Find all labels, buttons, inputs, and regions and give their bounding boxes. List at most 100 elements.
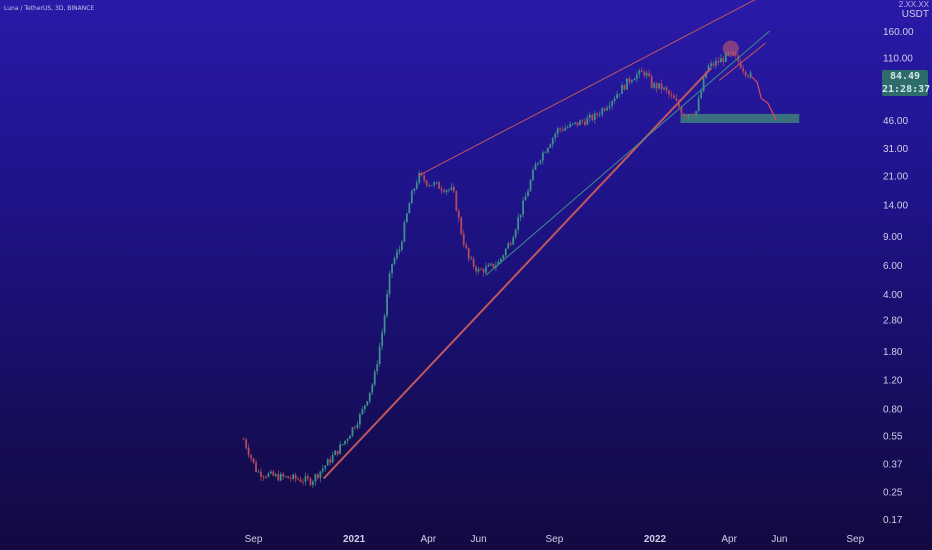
- candle-body: [685, 116, 688, 117]
- candle-body: [314, 474, 317, 482]
- y-tick-label: 2.80: [883, 315, 903, 326]
- candle-body: [579, 120, 581, 126]
- candle-body: [613, 98, 616, 102]
- candle-body: [650, 76, 653, 88]
- candle-body: [739, 61, 742, 69]
- candle-body: [408, 203, 411, 214]
- candle-body: [373, 371, 376, 385]
- candle-body: [356, 424, 359, 428]
- candle-body: [487, 264, 490, 267]
- candle-body: [430, 185, 433, 187]
- candle-body: [299, 479, 302, 482]
- candle-body: [611, 101, 614, 106]
- candle-body: [546, 147, 549, 153]
- candle-body: [482, 269, 485, 273]
- candle-body: [334, 450, 337, 456]
- candle-body: [245, 439, 248, 448]
- candle-body: [363, 405, 366, 410]
- candle-body: [393, 258, 396, 264]
- candle-body: [537, 162, 539, 165]
- candle-body: [734, 54, 737, 56]
- candle-body: [297, 478, 299, 480]
- candle-body: [490, 263, 492, 265]
- candle-body: [388, 273, 391, 294]
- x-axis[interactable]: Sep 2021 Apr Jun Sep 2022 Apr Jun Sep: [245, 534, 865, 545]
- y-tick-label: 46.00: [883, 116, 908, 127]
- candle-body: [480, 269, 482, 270]
- candle-body: [499, 258, 502, 262]
- candle-body: [250, 455, 252, 459]
- candle-body: [519, 214, 522, 218]
- candle-body: [492, 263, 495, 268]
- candle-body: [529, 180, 532, 191]
- candle-body: [648, 73, 651, 77]
- candle-body: [697, 98, 700, 112]
- candle-body: [462, 233, 465, 245]
- candle-body: [425, 180, 428, 186]
- candle-body: [448, 189, 450, 191]
- candle-body: [626, 78, 628, 90]
- y-tick-label: 1.80: [883, 347, 903, 358]
- candle-body: [616, 94, 618, 99]
- candle-body: [289, 478, 292, 480]
- x-tick-label: Sep: [546, 534, 564, 545]
- candle-body: [324, 465, 327, 469]
- candle-body: [695, 111, 698, 116]
- candle-body: [292, 474, 295, 479]
- candle-body: [477, 269, 480, 272]
- candle-body: [398, 249, 401, 252]
- candle-body: [628, 78, 631, 83]
- y-tick-label: 31.00: [883, 144, 908, 155]
- candle-body: [485, 266, 487, 273]
- x-tick-label: Jun: [471, 534, 487, 545]
- candle-body: [472, 258, 475, 267]
- candle-body: [304, 476, 307, 482]
- candle-body: [715, 60, 717, 66]
- candle-body: [504, 248, 507, 256]
- candle-body: [539, 160, 542, 163]
- candle-body: [601, 108, 604, 115]
- candle-body: [588, 114, 591, 118]
- candle-body: [621, 84, 623, 95]
- candle-body: [368, 392, 371, 402]
- candle-body: [596, 113, 599, 116]
- y-tick-label: 0.17: [883, 515, 903, 526]
- candle-body: [576, 122, 579, 126]
- candle-body: [376, 364, 379, 372]
- y-tick-label: 160.00: [883, 27, 914, 38]
- x-tick-label: Jun: [771, 534, 787, 545]
- candle-body: [452, 187, 455, 192]
- price-unit: 2.XX.XX USDT: [893, 0, 929, 20]
- candle-body: [717, 60, 720, 63]
- candle-body: [274, 474, 277, 476]
- candle-body: [566, 127, 569, 129]
- candle-body: [591, 114, 594, 121]
- candle-body: [673, 95, 675, 99]
- candle-body: [522, 200, 524, 215]
- upper-trendline: [418, 0, 756, 177]
- candle-body: [569, 123, 571, 128]
- y-axis[interactable]: 0.17 0.25 0.37 0.55 0.80 1.20 1.80 2.80 4.00 6.00…: [883, 27, 914, 526]
- candle-body: [687, 114, 690, 117]
- candle-body: [438, 182, 440, 189]
- candle-body: [470, 258, 473, 260]
- support-trendline: [485, 30, 770, 276]
- candle-body: [668, 90, 670, 95]
- candle-body: [433, 182, 435, 186]
- candle-body: [378, 346, 381, 365]
- plot-area: [242, 0, 800, 489]
- candle-body: [386, 293, 388, 316]
- candle-body: [455, 191, 458, 211]
- bar-countdown: 21:28:37: [882, 84, 931, 95]
- candle-body: [329, 459, 332, 463]
- candle-body: [467, 248, 470, 259]
- candle-body: [391, 263, 393, 274]
- lower-trendline: [322, 67, 712, 480]
- current-price-badge: 84.49 21:28:37: [882, 70, 931, 96]
- candle-body: [415, 182, 418, 189]
- y-tick-label: 1.20: [883, 376, 903, 387]
- candle-body: [413, 188, 416, 192]
- candle-body: [257, 471, 260, 473]
- candle-body: [358, 413, 361, 425]
